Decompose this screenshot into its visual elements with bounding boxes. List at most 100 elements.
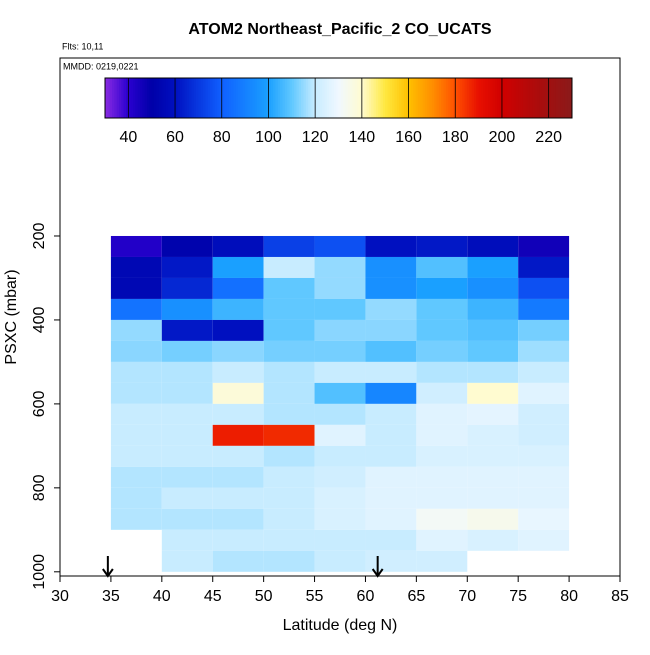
colorbar-swatch — [464, 78, 468, 118]
colorbar-swatch — [480, 78, 484, 118]
cell — [212, 466, 264, 488]
colorbar-swatch — [436, 78, 440, 118]
colorbar-swatch — [434, 78, 438, 118]
colorbar-swatch — [245, 78, 248, 118]
colorbar-tick-label: 200 — [489, 129, 516, 146]
cell — [314, 487, 366, 509]
cell — [518, 529, 570, 551]
colorbar-swatch — [534, 78, 538, 118]
colorbar-swatch — [273, 78, 276, 118]
colorbar-swatch — [324, 78, 328, 118]
cell — [467, 466, 519, 488]
colorbar-swatch — [499, 78, 503, 118]
cell — [467, 382, 519, 404]
cell — [263, 487, 315, 509]
cell — [161, 235, 213, 257]
colorbar-tick-label: 140 — [348, 129, 375, 146]
colorbar-swatch — [357, 78, 361, 118]
colorbar-swatch — [343, 78, 347, 118]
colorbar-swatch — [550, 78, 554, 118]
y-tick-label: 600 — [31, 390, 48, 417]
colorbar-swatch — [128, 78, 132, 118]
cell — [518, 466, 570, 488]
colorbar-swatch — [427, 78, 431, 118]
colorbar-swatch — [352, 78, 356, 118]
cell — [365, 508, 417, 530]
colorbar-swatch — [266, 78, 269, 118]
cell — [263, 445, 315, 467]
colorbar-swatch — [485, 78, 489, 118]
cell — [365, 445, 417, 467]
colorbar-swatch — [231, 78, 234, 118]
cell — [212, 382, 264, 404]
colorbar-swatch — [560, 78, 564, 118]
colorbar-swatch — [401, 78, 405, 118]
cell — [314, 403, 366, 425]
colorbar-swatch — [126, 78, 129, 118]
chart-title: ATOM2 Northeast_Pacific_2 CO_UCATS — [188, 21, 492, 38]
colorbar-swatch — [364, 78, 368, 118]
cell — [518, 298, 570, 320]
cell — [365, 550, 417, 572]
cell — [365, 466, 417, 488]
x-tick-label: 80 — [560, 588, 578, 605]
cell — [263, 340, 315, 362]
cell — [518, 403, 570, 425]
colorbar-swatch — [322, 78, 325, 118]
cell — [314, 508, 366, 530]
cell — [212, 424, 264, 446]
colorbar-swatch — [172, 78, 176, 118]
colorbar-swatch — [350, 78, 354, 118]
cell — [518, 277, 570, 299]
colorbar-swatch — [368, 78, 372, 118]
cell — [416, 361, 468, 383]
colorbar-swatch — [238, 78, 241, 118]
colorbar-swatch — [133, 78, 136, 118]
colorbar-swatch — [221, 78, 225, 118]
cell — [212, 235, 264, 257]
x-tick-label: 65 — [407, 588, 425, 605]
cell — [212, 361, 264, 383]
colorbar-swatch — [345, 78, 349, 118]
cell — [110, 277, 162, 299]
cell — [263, 403, 315, 425]
cell — [161, 361, 213, 383]
colorbar-swatch — [473, 78, 477, 118]
x-tick-label: 75 — [509, 588, 527, 605]
colorbar-swatch — [259, 78, 262, 118]
x-tick-label: 50 — [255, 588, 273, 605]
colorbar-swatch — [242, 78, 246, 118]
colorbar-swatch — [109, 78, 113, 118]
colorbar-swatch — [382, 78, 386, 118]
colorbar-swatch — [156, 78, 160, 118]
colorbar-swatch — [170, 78, 174, 118]
cell — [518, 361, 570, 383]
colorbar-swatch — [413, 78, 417, 118]
colorbar-swatch — [471, 78, 475, 118]
cell — [263, 466, 315, 488]
colorbar-swatch — [308, 78, 311, 118]
colorbar-swatch — [396, 78, 400, 118]
cell — [314, 466, 366, 488]
colorbar-swatch — [476, 78, 480, 118]
colorbar-swatch — [219, 78, 223, 118]
cell — [263, 382, 315, 404]
colorbar-swatch — [226, 78, 230, 118]
colorbar-swatch — [175, 78, 178, 118]
cell — [416, 382, 468, 404]
cell — [365, 361, 417, 383]
colorbar-swatch — [186, 78, 190, 118]
colorbar-swatch — [196, 78, 199, 118]
cell — [110, 361, 162, 383]
x-tick-label: 35 — [102, 588, 120, 605]
colorbar-swatch — [522, 78, 526, 118]
colorbar-swatch — [114, 78, 118, 118]
cell — [212, 403, 264, 425]
cell — [263, 298, 315, 320]
colorbar-swatch — [466, 78, 470, 118]
colorbar-swatch — [541, 78, 545, 118]
colorbar-swatch — [280, 78, 283, 118]
x-tick-label: 60 — [357, 588, 375, 605]
cell — [467, 445, 519, 467]
x-tick-label: 55 — [306, 588, 324, 605]
